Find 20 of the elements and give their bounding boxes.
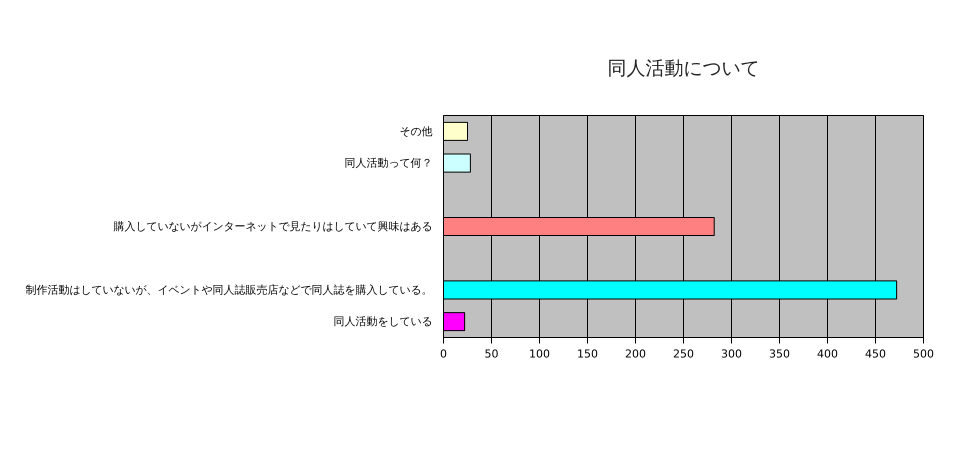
- x-tick-label: 400: [817, 348, 838, 360]
- x-tick-label: 0: [440, 348, 447, 360]
- x-tick-label: 150: [577, 348, 598, 360]
- x-tick-label: 300: [721, 348, 742, 360]
- x-tick-label: 500: [913, 348, 934, 360]
- y-tick-label: その他: [400, 124, 432, 138]
- y-tick-label: 制作活動はしていないが、イベントや同人誌販売店などで同人誌を購入している。: [26, 283, 432, 296]
- x-tick-label: 200: [625, 348, 646, 360]
- chart-title: 同人活動について: [608, 58, 760, 80]
- x-tick-label: 50: [484, 348, 498, 360]
- y-tick-label: 同人活動って何？: [344, 156, 432, 170]
- x-tick-label: 350: [769, 348, 790, 360]
- x-tick-label: 450: [865, 348, 886, 360]
- x-tick-label: 100: [529, 348, 550, 360]
- bar: [444, 122, 468, 141]
- y-tick-label: 購入していないがインターネットで見たりはしていて興味はある: [114, 220, 432, 233]
- x-tick-label: 250: [673, 348, 694, 360]
- bar: [444, 312, 466, 332]
- y-tick-label: 同人活動をしている: [334, 315, 432, 328]
- bar: [444, 154, 471, 173]
